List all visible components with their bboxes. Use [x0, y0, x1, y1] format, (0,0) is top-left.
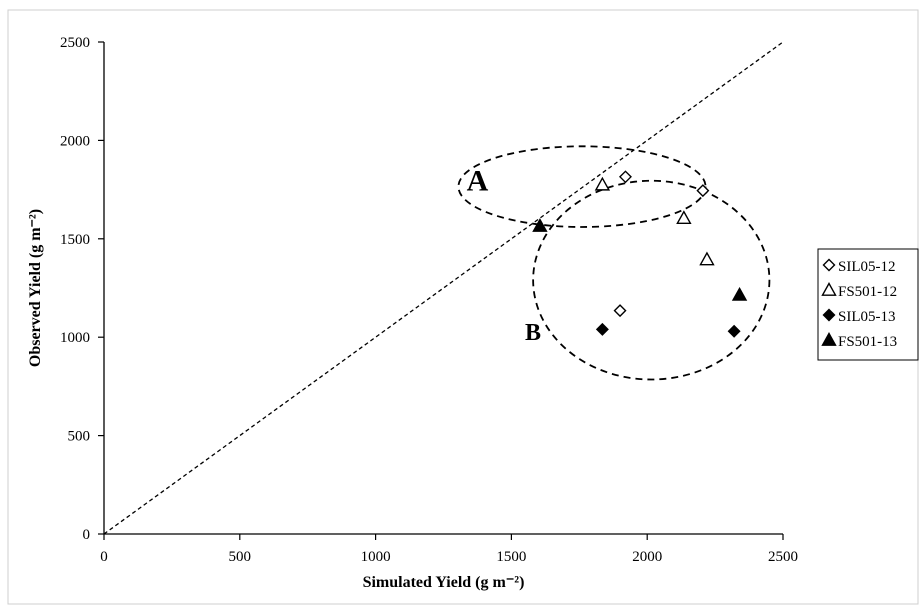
x-axis: 0 500 1000 1500 2000 2500	[100, 533, 798, 565]
legend: SIL05-12 FS501-12 SIL05-13 FS501-13	[817, 248, 919, 361]
series-fs501-12	[594, 176, 715, 266]
y-tick-label: 500	[68, 429, 91, 445]
y-axis-title: Observed Yield (g m⁻²)	[27, 209, 44, 367]
series-fs501-13	[532, 218, 748, 301]
x-tick-label: 0	[100, 549, 108, 565]
legend-label: FS501-13	[838, 334, 897, 350]
legend-label: FS501-12	[838, 284, 897, 300]
cluster-ellipses	[457, 145, 771, 381]
data-point	[618, 170, 632, 184]
data-point	[594, 176, 611, 191]
data-point	[595, 322, 609, 336]
data-point	[676, 210, 692, 225]
data-point	[532, 218, 548, 232]
cluster-label-a: A	[467, 165, 489, 198]
x-tick-label: 1500	[496, 549, 526, 565]
x-tick-label: 2000	[632, 549, 662, 565]
cluster-ellipse	[532, 179, 771, 381]
series-sil05-12	[613, 170, 710, 318]
legend-label: SIL05-13	[838, 309, 896, 325]
legend-marker	[822, 258, 836, 272]
legend-box	[817, 248, 919, 361]
y-tick-label: 0	[83, 527, 91, 543]
data-point	[696, 184, 710, 198]
y-tick-label: 2000	[60, 133, 90, 149]
y-axis: 0 500 1000 1500 2000 2500	[60, 35, 105, 543]
data-point	[727, 324, 741, 338]
legend-marker	[822, 308, 836, 322]
y-tick-label: 1500	[60, 232, 90, 248]
legend-marker	[821, 282, 837, 296]
legend-item: SIL05-12	[822, 258, 896, 275]
x-tick-label: 2500	[768, 549, 798, 565]
x-tick-label: 1000	[361, 549, 391, 565]
x-tick-label: 500	[229, 549, 252, 565]
data-points	[532, 170, 748, 338]
one-to-one-reference-line	[103, 41, 784, 535]
y-tick-label: 2500	[60, 35, 90, 51]
annotations: AB	[467, 165, 541, 347]
x-axis-title: Simulated Yield (g m⁻²)	[363, 574, 525, 591]
y-tick-label: 1000	[60, 330, 90, 346]
series-sil05-13	[595, 322, 741, 338]
data-point	[613, 304, 627, 318]
legend-item: FS501-12	[821, 282, 897, 300]
data-point	[731, 286, 748, 301]
chart-border	[7, 9, 919, 605]
legend-marker	[821, 332, 837, 346]
cluster-ellipse	[457, 145, 707, 228]
cluster-label-b: B	[525, 320, 541, 346]
data-point	[699, 251, 715, 266]
legend-label: SIL05-12	[838, 259, 896, 275]
legend-item: SIL05-13	[822, 308, 896, 325]
legend-item: FS501-13	[821, 332, 897, 350]
